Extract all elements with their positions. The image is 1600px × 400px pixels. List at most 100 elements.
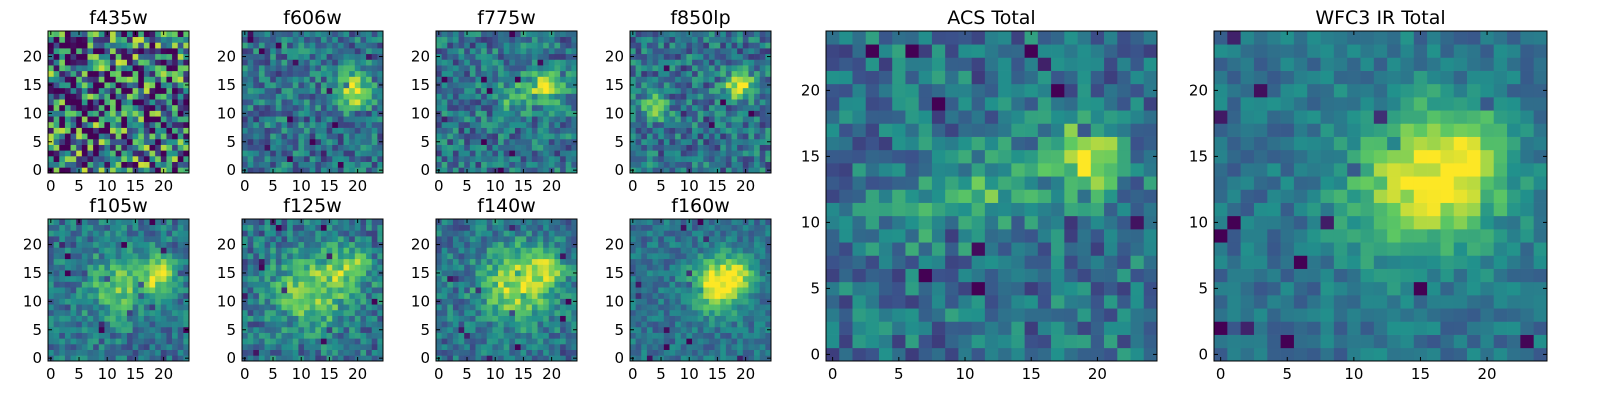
heatmap-cell [486, 121, 493, 128]
heatmap-cell [531, 31, 538, 38]
heatmap-cell [548, 236, 555, 243]
heatmap-cell [121, 161, 128, 168]
heatmap-cell [663, 76, 670, 83]
heatmap-cell [737, 281, 744, 288]
heatmap-cell [548, 59, 555, 66]
heatmap-cell [59, 42, 66, 49]
heatmap-cell [292, 87, 299, 94]
heatmap-cell [531, 326, 538, 333]
heatmap-cell [275, 155, 282, 162]
heatmap-cell [183, 133, 190, 140]
heatmap-cell [309, 241, 316, 248]
heatmap-cell [53, 338, 60, 345]
heatmap-cell [76, 258, 83, 265]
heatmap-cell [366, 116, 373, 123]
x-tick-label: 10 [98, 177, 117, 195]
heatmap-cell [349, 258, 356, 265]
heatmap-cell [669, 349, 676, 356]
heatmap-cell [548, 275, 555, 282]
heatmap-cell [292, 155, 299, 162]
heatmap-cell [680, 48, 687, 55]
heatmap-cell [258, 298, 265, 305]
heatmap-cell [138, 59, 145, 66]
heatmap-cell [441, 87, 448, 94]
heatmap-cell [571, 332, 578, 339]
heatmap-cell [509, 167, 516, 174]
heatmap-cell [514, 264, 521, 271]
heatmap-cell [98, 121, 105, 128]
heatmap-cell [481, 116, 488, 123]
heatmap-cell [264, 326, 271, 333]
heatmap-cell [436, 65, 442, 72]
heatmap-cell [138, 144, 145, 151]
heatmap-cell [686, 275, 693, 282]
heatmap-cell [275, 110, 282, 117]
heatmap-cell [298, 121, 305, 128]
heatmap-cell [309, 155, 316, 162]
heatmap-cell [287, 42, 294, 49]
heatmap-cell [669, 65, 676, 72]
y-tick-label: 15 [411, 76, 430, 94]
heatmap-cell [93, 343, 100, 350]
heatmap-cell [320, 82, 327, 89]
heatmap-cell [332, 275, 339, 282]
heatmap-cell [560, 99, 567, 106]
heatmap-cell [366, 138, 373, 145]
heatmap-cell [59, 287, 66, 294]
heatmap-cell [93, 133, 100, 140]
heatmap-cell [371, 275, 378, 282]
heatmap-cell [759, 93, 766, 100]
heatmap-cell [652, 270, 659, 277]
heatmap-cell [160, 292, 167, 299]
heatmap-cell [635, 42, 642, 49]
heatmap-cell [315, 315, 322, 322]
heatmap-cell [298, 264, 305, 271]
heatmap-cell [697, 48, 704, 55]
heatmap-cell [641, 167, 648, 174]
heatmap-cell [680, 31, 687, 38]
heatmap-cell [464, 93, 471, 100]
heatmap-cell [304, 36, 311, 43]
heatmap-cell [258, 338, 265, 345]
heatmap-cell [748, 315, 755, 322]
heatmap-cell [149, 219, 156, 226]
heatmap-cell [337, 150, 344, 157]
heatmap-cell [492, 343, 499, 350]
heatmap-cell [64, 99, 71, 106]
heatmap-cell [492, 110, 499, 117]
heatmap-cell [526, 343, 533, 350]
y-tick-label: 20 [23, 236, 42, 254]
heatmap-cell [663, 31, 670, 38]
heatmap-cell [708, 338, 715, 345]
heatmap-cell [292, 292, 299, 299]
heatmap-cell [737, 150, 744, 157]
heatmap-cell [503, 355, 510, 362]
heatmap-cell [737, 110, 744, 117]
heatmap-cell [292, 99, 299, 106]
heatmap-cell [93, 304, 100, 311]
heatmap-cell [765, 338, 772, 345]
heatmap-cell [469, 219, 476, 226]
heatmap-cell [275, 36, 282, 43]
heatmap-cell [253, 236, 260, 243]
heatmap-cell [242, 236, 248, 243]
heatmap-cell [703, 304, 710, 311]
heatmap-cell [143, 219, 150, 226]
heatmap-cell [703, 110, 710, 117]
heatmap-cell [183, 104, 190, 111]
heatmap-cell [126, 93, 133, 100]
heatmap-cell [748, 127, 755, 134]
heatmap-cell [70, 104, 77, 111]
heatmap-cell [720, 155, 727, 162]
heatmap-cell [343, 315, 350, 322]
heatmap-cell [59, 338, 66, 345]
heatmap-cell [264, 304, 271, 311]
heatmap-cell [366, 121, 373, 128]
heatmap-cell [298, 82, 305, 89]
heatmap-cell [292, 133, 299, 140]
heatmap-cell [320, 287, 327, 294]
heatmap-cell [708, 138, 715, 145]
heatmap-cell [464, 59, 471, 66]
heatmap-cell [93, 42, 100, 49]
heatmap-cell [641, 270, 648, 277]
